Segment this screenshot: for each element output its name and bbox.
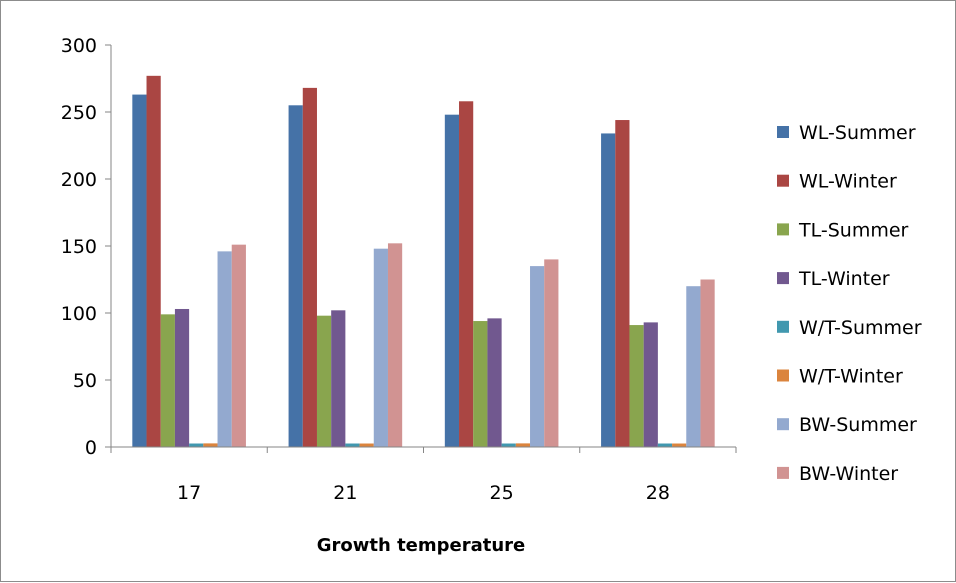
x-axis: 17 21 25 28 <box>110 446 737 504</box>
bar-tl-winter-17 <box>174 308 190 447</box>
y-tick-label: 200 <box>61 169 97 191</box>
y-tick-label: 150 <box>61 236 97 258</box>
legend-label: TL-Winter <box>798 268 890 290</box>
y-axis: 0 50 100 150 200 250 300 <box>61 35 112 459</box>
bar-tl-summer-28 <box>629 325 644 447</box>
bar-wl-summer-28 <box>601 133 616 447</box>
legend-label: W/T-Winter <box>799 366 903 388</box>
bar-tl-winter-25 <box>487 318 502 447</box>
x-tick-label: 28 <box>646 482 670 504</box>
legend-swatch <box>777 126 789 138</box>
x-axis-title: Growth temperature <box>317 535 526 556</box>
bar-w-t-summer-28 <box>657 443 673 447</box>
legend-swatch <box>777 418 789 431</box>
y-tick-label: 100 <box>61 303 97 325</box>
y-tick-label: 0 <box>85 437 97 459</box>
bar-w-t-winter-17 <box>203 443 218 447</box>
bar-bw-winter-25 <box>544 259 559 447</box>
bar-tl-summer-21 <box>316 315 332 447</box>
legend-label: BW-Winter <box>799 463 898 485</box>
legend: WL-Summer WL-Winter TL-Summer TL-Winter W/T-… <box>777 122 922 485</box>
legend-label: WL-Summer <box>799 122 916 144</box>
bar-tl-winter-28 <box>643 322 658 447</box>
bar-tl-winter-21 <box>331 310 346 447</box>
x-tick-label: 21 <box>333 482 357 504</box>
bar-bw-summer-28 <box>686 286 701 447</box>
legend-label: W/T-Summer <box>799 317 922 339</box>
y-tick-label: 300 <box>61 35 97 57</box>
bar-bw-summer-21 <box>373 248 388 447</box>
bar-bw-winter-17 <box>231 244 246 447</box>
bar-w-t-summer-17 <box>189 443 204 447</box>
bar-bw-summer-17 <box>217 251 232 447</box>
legend-swatch <box>777 320 789 333</box>
bar-wl-winter-28 <box>615 120 630 447</box>
bar-wl-summer-17 <box>132 94 147 447</box>
bar-w-t-winter-25 <box>515 443 531 447</box>
bar-w-t-summer-25 <box>501 443 516 447</box>
legend-label: WL-Winter <box>799 171 897 193</box>
x-tick-label: 17 <box>177 482 201 504</box>
y-tick-label: 50 <box>73 370 97 392</box>
bar-w-t-winter-21 <box>359 443 374 447</box>
bar-wl-summer-21 <box>288 105 303 448</box>
bar-wl-summer-25 <box>444 114 460 448</box>
bars <box>132 75 715 448</box>
bar-wl-winter-21 <box>302 87 317 447</box>
bar-bw-summer-25 <box>530 266 545 447</box>
legend-swatch <box>777 466 789 479</box>
bar-w-t-winter-28 <box>672 443 687 447</box>
bar-w-t-summer-21 <box>345 443 360 447</box>
bar-wl-winter-25 <box>459 101 474 447</box>
y-tick-label: 250 <box>61 102 97 124</box>
legend-swatch <box>777 223 789 236</box>
bar-tl-summer-17 <box>160 314 175 447</box>
legend-swatch <box>777 369 789 382</box>
legend-label: TL-Summer <box>798 219 909 241</box>
legend-swatch <box>777 174 789 187</box>
legend-swatch <box>777 272 789 285</box>
bar-tl-summer-25 <box>473 321 488 447</box>
legend-label: BW-Summer <box>799 414 917 436</box>
bar-wl-winter-17 <box>146 75 161 447</box>
x-tick-label: 25 <box>490 482 514 504</box>
bar-bw-winter-21 <box>387 243 403 447</box>
bar-bw-winter-28 <box>700 279 715 447</box>
